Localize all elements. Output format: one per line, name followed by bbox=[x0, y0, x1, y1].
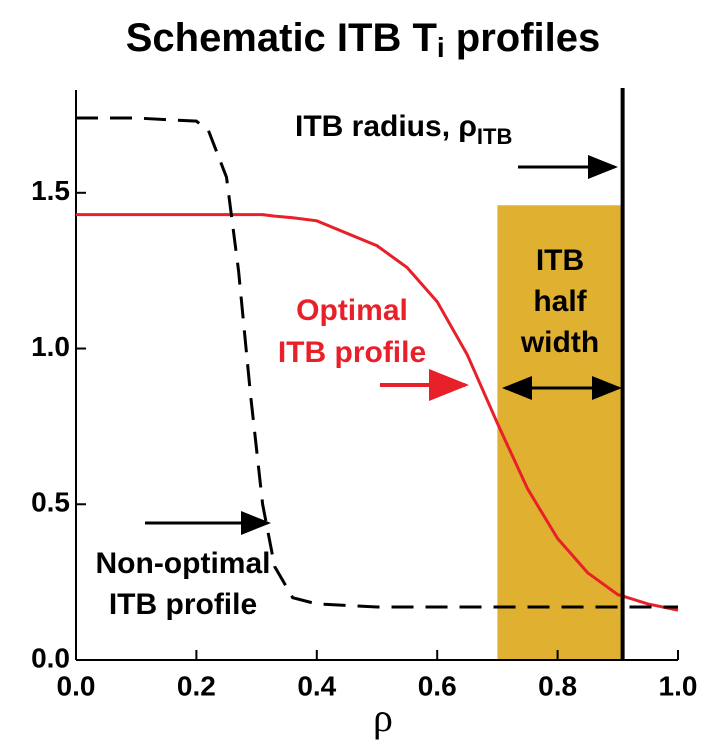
annotation: Non-optimal bbox=[96, 547, 271, 580]
annotation: ITB profile bbox=[278, 336, 426, 369]
annotation: Optimal bbox=[296, 294, 408, 327]
x-tick-label: 1.0 bbox=[659, 670, 698, 701]
annotation: ITB radius, ρITB bbox=[295, 110, 512, 149]
chart-title: Schematic ITB Ti profiles bbox=[126, 16, 601, 64]
annotation: half bbox=[533, 285, 587, 318]
series-line bbox=[76, 213, 679, 612]
y-tick-label: 1.5 bbox=[31, 175, 70, 206]
y-tick-label: 0.0 bbox=[31, 642, 70, 673]
y-tick-label: 0.5 bbox=[31, 487, 70, 518]
x-axis-label: ρ bbox=[373, 695, 393, 740]
annotation: ITB bbox=[536, 244, 584, 277]
y-tick-label: 1.0 bbox=[31, 331, 70, 362]
x-tick-label: 0.6 bbox=[418, 670, 457, 701]
series-line bbox=[76, 116, 678, 609]
x-tick-label: 0.2 bbox=[177, 670, 216, 701]
x-tick-label: 0.0 bbox=[57, 670, 96, 701]
annotation: width bbox=[520, 326, 599, 359]
x-tick-label: 0.8 bbox=[538, 670, 577, 701]
annotation: ITB profile bbox=[109, 588, 257, 621]
x-tick-label: 0.4 bbox=[297, 670, 336, 701]
